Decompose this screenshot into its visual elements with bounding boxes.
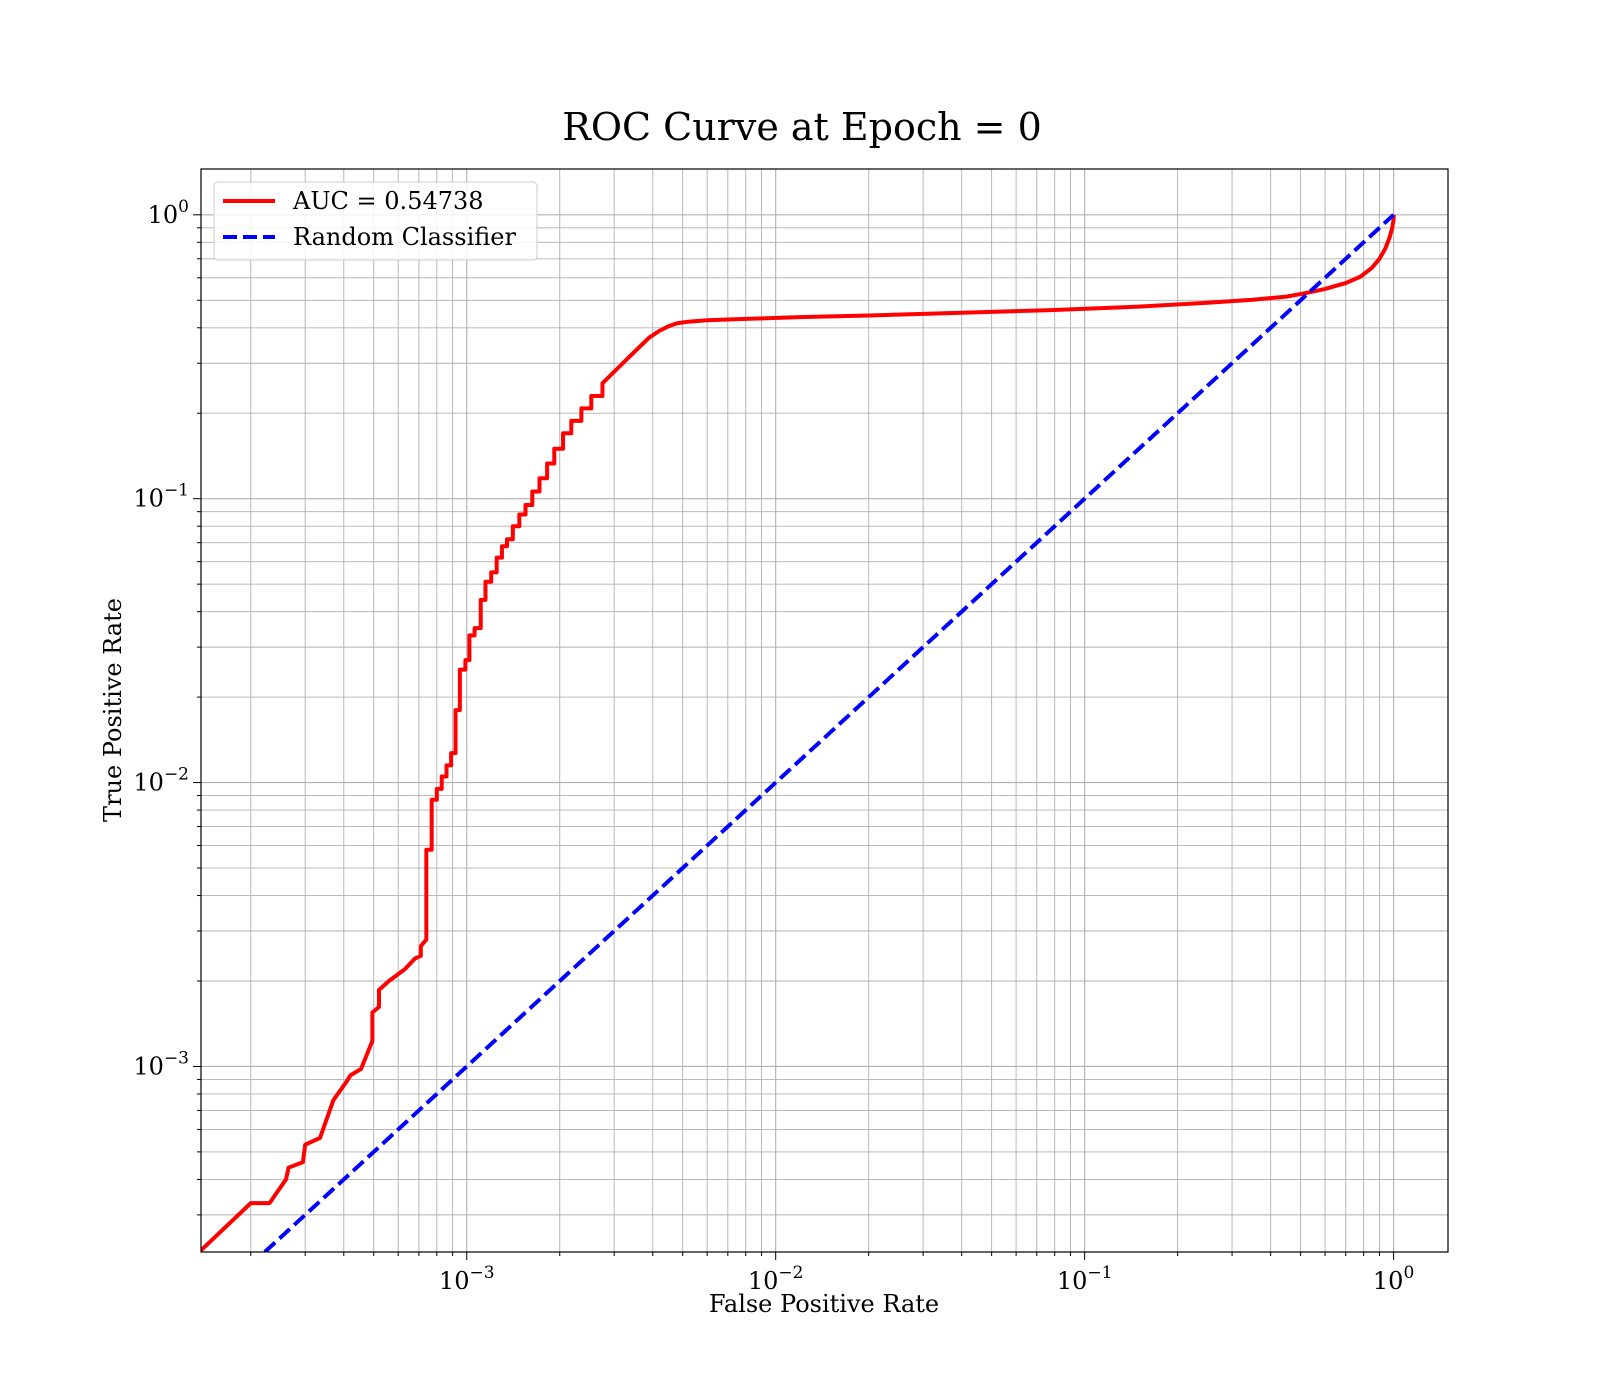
legend-label-auc: AUC = 0.54738 bbox=[292, 187, 484, 215]
chart-title: ROC Curve at Epoch = 0 bbox=[562, 105, 1042, 149]
legend-box bbox=[213, 181, 538, 261]
plot-frame bbox=[200, 168, 1449, 1253]
x-axis: 10−3 10−2 10−1 100 bbox=[250, 1252, 1414, 1295]
y-tick-label: 10−2 bbox=[133, 765, 189, 797]
series-line-random bbox=[263, 213, 1395, 1252]
x-tick-label: 10−3 bbox=[439, 1263, 495, 1295]
legend: AUC = 0.54738 Random Classifier bbox=[213, 181, 538, 261]
series-line-auc bbox=[201, 214, 1396, 1252]
x-tick-label: 100 bbox=[1373, 1263, 1414, 1295]
y-tick-label: 10−1 bbox=[133, 481, 189, 513]
legend-label-random: Random Classifier bbox=[293, 223, 516, 251]
x-tick-label: 10−2 bbox=[748, 1263, 804, 1295]
y-tick-label: 100 bbox=[148, 197, 189, 229]
x-axis-label: False Positive Rate bbox=[709, 1290, 939, 1318]
y-tick-label: 10−3 bbox=[133, 1048, 189, 1080]
x-tick-label: 10−1 bbox=[1057, 1263, 1113, 1295]
y-axis-label: True Positive Rate bbox=[99, 598, 127, 822]
plot-lines bbox=[201, 213, 1396, 1252]
y-axis: 10−3 10−2 10−1 100 bbox=[133, 197, 201, 1216]
grid bbox=[201, 169, 1448, 1252]
